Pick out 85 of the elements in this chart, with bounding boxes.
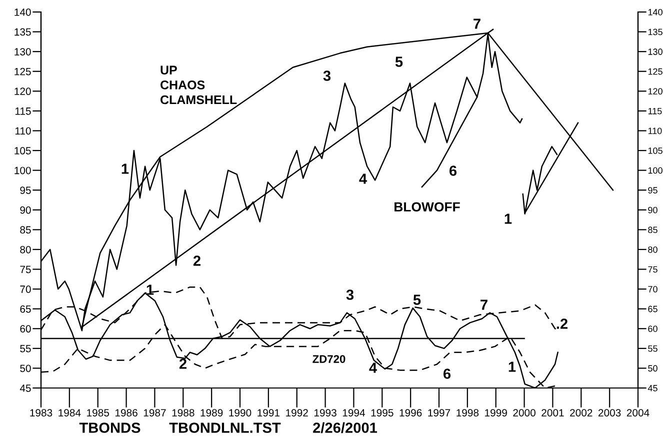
y-tick-label: 70: [20, 286, 31, 293]
y2-tick-label: 120: [648, 88, 662, 95]
x-tick-label: 1992: [286, 409, 308, 416]
annotation: 2: [193, 256, 200, 266]
x-tick-label: 1996: [400, 409, 422, 416]
y2-tick-label: 140: [648, 8, 662, 16]
y-tick-label: 135: [14, 28, 31, 36]
text: 2/26/2001: [313, 422, 378, 434]
annotation: 1: [146, 284, 154, 295]
y2-tick-label: 50: [648, 365, 658, 372]
annotation: ZD720: [312, 355, 346, 363]
x-tick-label: 1994: [342, 409, 365, 416]
x-tick-label: 2000: [513, 409, 536, 416]
annotation: 5: [395, 56, 403, 67]
x-tick-label: 1988: [172, 409, 194, 416]
annotation: 6: [443, 368, 451, 379]
y-tick-label: 50: [20, 364, 31, 372]
text: TBONDS: [79, 422, 140, 433]
y-tick-label: 105: [14, 147, 31, 154]
y2-tick-label: 130: [648, 48, 662, 55]
text: TBONDLNL.TST: [169, 422, 281, 433]
annotation: 3: [323, 70, 331, 81]
x-tick-label: 1991: [258, 409, 280, 416]
x-tick-label: 1983: [30, 409, 52, 416]
y-tick-label: 65: [20, 305, 31, 313]
y2-tick-label: 90: [648, 206, 658, 214]
y-tick-label: 90: [20, 206, 31, 214]
y2-tick-label: 70: [648, 286, 658, 292]
y2-tick-label: 105: [648, 147, 662, 154]
annotation: 7: [480, 300, 488, 310]
y2-tick-label: 65: [648, 306, 658, 312]
y-tick-label: 110: [15, 127, 31, 135]
y-tick-label: 115: [15, 108, 31, 115]
y2-tick-label: 100: [648, 167, 662, 174]
annotation: .2: [556, 318, 568, 329]
annotation: UP CHAOS CLAMSHELL: [160, 66, 237, 104]
annotation: BLOWOFF: [394, 202, 460, 212]
annotation: 4: [359, 174, 367, 184]
x-tick-label: 1999: [485, 409, 507, 416]
x-tick-label: 1985: [87, 409, 110, 416]
x-tick-label: 1995: [371, 409, 394, 416]
y2-tick-label: 85: [648, 226, 658, 234]
y-tick-label: 85: [20, 226, 31, 234]
y-tick-label: 45: [20, 384, 31, 392]
y-tick-label: 60: [20, 325, 31, 333]
annotation: 1: [508, 362, 516, 372]
annotation: 1: [504, 214, 512, 224]
y-tick-label: 130: [14, 48, 31, 56]
x-tick-label: 1987: [144, 409, 166, 416]
x-tick-label: 2003: [598, 409, 621, 416]
x-tick-label: 2002: [570, 409, 592, 416]
y-tick-label: 95: [20, 186, 31, 194]
x-tick-label: 2004: [626, 409, 650, 416]
annotation: 6: [449, 166, 457, 176]
y-tick-label: 120: [14, 88, 31, 96]
annotation: 7: [474, 18, 480, 29]
y2-tick-label: 55: [648, 345, 658, 352]
y-tick-label: 140: [14, 8, 31, 16]
x-tick-label: 1998: [456, 409, 479, 416]
x-tick-label: 1990: [229, 409, 252, 416]
y-tick-label: 125: [14, 68, 31, 76]
y2-tick-label: 135: [648, 28, 662, 36]
x-tick-label: 1989: [200, 409, 223, 416]
x-tick-label: 2001: [542, 409, 564, 416]
y2-tick-label: 45: [648, 385, 658, 392]
annotation: 1: [122, 164, 129, 174]
annotation: 5: [413, 294, 421, 305]
y2-tick-label: 60: [648, 326, 658, 332]
annotation: 2: [179, 358, 186, 369]
y2-tick-label: 110: [648, 128, 662, 134]
annotation: 3: [346, 290, 354, 300]
annotation: 4: [369, 362, 377, 373]
y2-tick-label: 95: [648, 187, 658, 194]
x-tick-label: 1984: [58, 409, 81, 416]
y-tick-label: 100: [14, 166, 31, 174]
y-tick-label: 55: [20, 345, 31, 352]
x-tick-label: 1986: [115, 409, 138, 416]
y2-tick-label: 115: [648, 108, 662, 114]
x-tick-label: 1997: [428, 409, 450, 416]
y2-tick-label: 125: [648, 68, 662, 75]
y-tick-label: 75: [20, 266, 31, 274]
x-tick-label: 1993: [314, 409, 336, 416]
y2-tick-label: 80: [648, 246, 658, 253]
y2-tick-label: 75: [648, 266, 658, 273]
y-tick-label: 80: [20, 246, 31, 254]
